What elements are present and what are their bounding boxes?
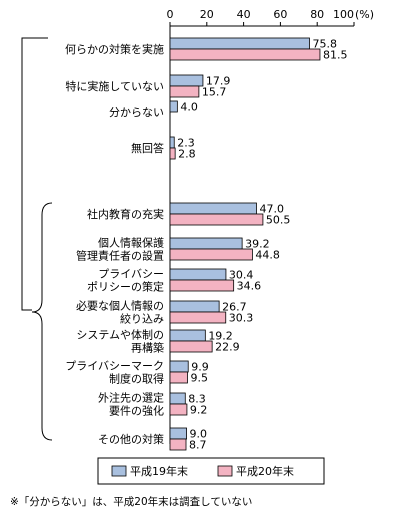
bar (169, 147, 176, 160)
value-label: 19.2 (208, 330, 233, 343)
value-label: 9.5 (190, 372, 208, 385)
value-label: 26.7 (222, 301, 247, 314)
category-label: 絞り込み (120, 312, 164, 326)
tick-label: 80 (310, 8, 324, 21)
bar (169, 340, 213, 353)
bars (169, 37, 321, 451)
legend: 平成19年末 平成20年末 (97, 457, 325, 485)
category-label: 個人情報保護 (98, 236, 164, 250)
value-label: 8.7 (189, 439, 207, 452)
legend-box (97, 457, 325, 485)
value-label: 50.5 (266, 214, 291, 227)
bar (169, 371, 188, 384)
bar (169, 213, 264, 226)
category-label: 外注先の選定 (98, 391, 164, 405)
category-label: その他の対策 (98, 432, 164, 446)
bracket-line (21, 37, 48, 311)
value-label: 39.2 (245, 238, 269, 251)
bar (169, 403, 188, 416)
bar (169, 392, 186, 405)
category-label: プライバシー (98, 268, 164, 281)
category-label: 分からない (109, 106, 164, 119)
bar (169, 360, 189, 373)
footnote: ※「分からない」は、平成20年末は調査していない (10, 496, 253, 508)
value-label: 2.8 (178, 148, 196, 161)
category-label: 何らかの対策を実施 (65, 42, 164, 56)
category-label: 社内教育の充実 (87, 207, 164, 221)
category-label: 必要な個人情報の (76, 300, 164, 313)
tick-label: 100 (333, 8, 354, 21)
value-label: 34.6 (237, 280, 262, 293)
value-label: 17.9 (206, 75, 231, 88)
tick-label: 40 (237, 8, 251, 21)
tick-label: 20 (200, 8, 214, 21)
category-label: 無回答 (131, 141, 164, 155)
bar (169, 329, 206, 342)
bar (169, 85, 200, 98)
category-label: 制度の取得 (109, 372, 164, 386)
value-label: 9.9 (191, 361, 209, 374)
value-label: 8.3 (188, 393, 206, 406)
value-label: 4.0 (180, 101, 198, 114)
value-label: 44.8 (255, 249, 280, 262)
bar (169, 48, 321, 61)
value-label: 15.7 (202, 86, 227, 99)
legend-label: 平成19年末 (130, 464, 188, 478)
category-label: 管理責任者の設置 (76, 249, 164, 263)
bar (169, 74, 204, 87)
bar (169, 427, 187, 440)
category-label: システムや体制の (76, 328, 164, 342)
value-label: 75.8 (312, 38, 337, 51)
bar (169, 300, 220, 313)
bar (169, 438, 187, 451)
bar (169, 100, 178, 113)
tick-label: 0 (167, 8, 174, 21)
value-label: 30.3 (229, 312, 254, 325)
value-labels: 75.881.5 17.915.7 4.0 2.32.8 47.050.5 39.244.… (177, 38, 347, 452)
value-label: 9.0 (190, 428, 208, 441)
value-label: 81.5 (323, 49, 348, 62)
curly-brace (31, 202, 53, 441)
bar (169, 279, 235, 292)
value-label: 9.2 (190, 404, 208, 417)
bar (169, 268, 227, 281)
value-label: 47.0 (259, 203, 284, 216)
value-label: 30.4 (229, 269, 254, 282)
bar (169, 311, 227, 324)
bar (169, 37, 310, 50)
bar (169, 248, 253, 261)
category-labels: 何らかの対策を実施特に実施していない分からない無回答社内教育の充実個人情報保護管… (65, 42, 164, 446)
legend-label: 平成20年末 (236, 464, 294, 478)
category-label: 特に実施していない (65, 79, 164, 93)
category-label: 要件の強化 (109, 404, 164, 418)
bar (169, 202, 257, 215)
category-label: ポリシーの策定 (87, 280, 164, 294)
bar (169, 237, 243, 250)
bar (169, 136, 175, 149)
tick-label: 60 (273, 8, 287, 21)
grouping-brackets (21, 37, 53, 441)
legend-swatch (111, 465, 127, 477)
value-label: 2.3 (177, 137, 195, 150)
x-axis-ticks: 0 20 40 60 80 100 (%) (167, 8, 374, 26)
axis-unit: (%) (355, 8, 374, 21)
category-label: プライバシーマーク (65, 360, 164, 373)
legend-swatch (217, 465, 233, 477)
category-label: 再構築 (131, 341, 164, 355)
value-label: 22.9 (215, 341, 240, 354)
